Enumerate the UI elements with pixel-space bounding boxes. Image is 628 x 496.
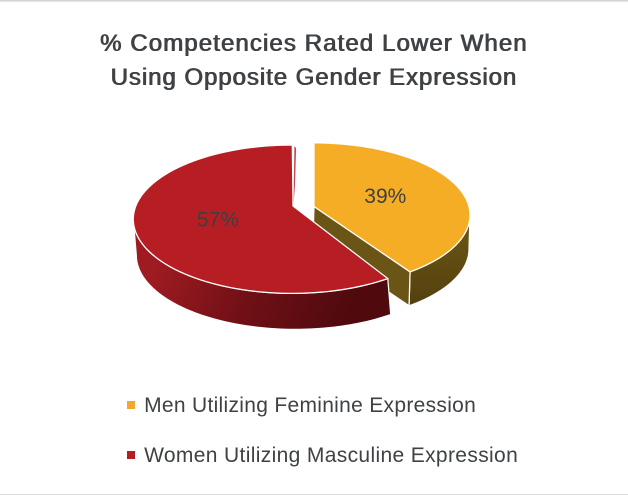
svg-text:39%: 39% (364, 185, 406, 208)
svg-text:57%: 57% (197, 209, 239, 232)
